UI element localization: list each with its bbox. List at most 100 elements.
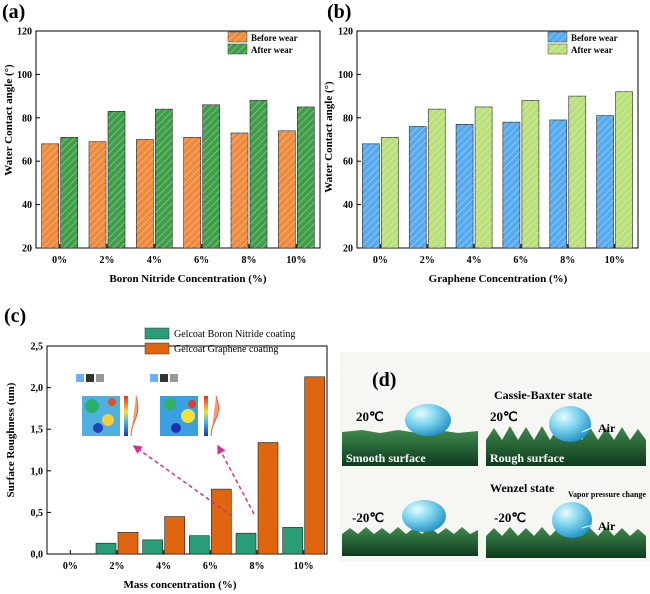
bar-hatch bbox=[549, 119, 567, 248]
x-tick-label: 6% bbox=[513, 255, 528, 266]
afm-3d-icon bbox=[96, 374, 104, 382]
y-tick-label: 0,5 bbox=[31, 508, 44, 519]
chart-panel-a: (a) 20 40 60 80 100 120 0% 2% 4% 6% 8% 10% Water Co… bbox=[2, 1, 321, 285]
afm-inset-boron-nitride bbox=[76, 374, 139, 437]
water-droplet-icon bbox=[549, 406, 591, 442]
x-axis-title-b: Graphene Concentration (%) bbox=[429, 273, 568, 285]
chart-panel-c: (c) 0,0 0,5 1,0 1,5 2,0 2,5 0% 2% 4% 6% 8% 10% Surf… bbox=[4, 305, 328, 591]
state-title-cassie: Cassie-Baxter state bbox=[494, 388, 593, 402]
bar-hatch bbox=[108, 111, 125, 248]
x-axis-title-a: Boron Nitride Concentration (%) bbox=[109, 273, 266, 285]
bar-hatch bbox=[231, 132, 248, 248]
bar-hatch bbox=[89, 141, 106, 248]
afm-3d-icon bbox=[160, 374, 168, 382]
rough-surface bbox=[486, 527, 646, 558]
x-tick-label: 6% bbox=[203, 561, 218, 572]
bar-gelcoat-graphene-coating-4pct bbox=[164, 516, 185, 555]
plot-frame bbox=[46, 345, 328, 555]
legend-label-after-a: After wear bbox=[251, 45, 293, 55]
air-label-bottom: Air bbox=[598, 519, 616, 533]
bar-hatch bbox=[409, 126, 427, 248]
air-label-top: Air bbox=[598, 421, 616, 435]
bar-gelcoat-boron-nitride-coating-8pct bbox=[235, 532, 257, 555]
x-tick-label: 4% bbox=[156, 561, 171, 572]
afm-inset-graphene bbox=[150, 374, 220, 437]
bar-hatch bbox=[250, 100, 267, 248]
bar-gelcoat-boron-nitride-coating-6pct bbox=[189, 535, 210, 555]
bar-hatch bbox=[202, 104, 220, 248]
legend-label-bn-c: Gelcoat Boron Nitride coating bbox=[174, 329, 295, 340]
legend-swatch-bn-c bbox=[144, 327, 170, 340]
x-tick-label: 2% bbox=[420, 255, 435, 266]
y-tick-label: 20 bbox=[343, 244, 353, 255]
y-axis-title-c: Surface Roughness (um) bbox=[5, 382, 17, 497]
arrow-to-graphene-inset bbox=[217, 444, 255, 515]
y-tick-label: 100 bbox=[338, 70, 353, 81]
bar-hatch bbox=[502, 122, 520, 248]
panel-letter-d: (d) bbox=[372, 369, 396, 391]
y-axis-title-b: Water Contact angle (°) bbox=[323, 81, 335, 193]
y-tick-label: 60 bbox=[22, 157, 32, 168]
y-tick-label: 1,5 bbox=[31, 425, 44, 436]
chart-panel-b: (b) 20 40 60 80 100 120 0% 2% 4% 6% 8% 10% Water Co… bbox=[323, 1, 639, 285]
y-tick-label: 40 bbox=[343, 200, 353, 211]
y-tick-label: 120 bbox=[338, 27, 353, 38]
bar-hatch bbox=[362, 143, 380, 248]
legend-b: Before wear After wear bbox=[547, 31, 618, 55]
y-tick-label: 80 bbox=[343, 113, 353, 124]
x-tick-label: 0% bbox=[63, 561, 78, 572]
air-pointer bbox=[581, 523, 597, 529]
legend-a: Before wear After wear bbox=[227, 31, 298, 55]
y-tick-label: 60 bbox=[343, 157, 353, 168]
air-pointer bbox=[581, 425, 597, 433]
arrow-to-bn-inset bbox=[132, 445, 233, 517]
bar-gelcoat-boron-nitride-coating-2pct bbox=[95, 542, 117, 555]
bar-hatch bbox=[297, 106, 315, 248]
temp-label-top-left: 20℃ bbox=[356, 409, 384, 424]
legend-swatch-gr-c bbox=[144, 342, 170, 355]
legend-label-after-b: After wear bbox=[571, 45, 613, 55]
plot-frame bbox=[356, 30, 639, 249]
x-tick-label: 10% bbox=[286, 255, 306, 266]
surface-label-rough: Rough surface bbox=[490, 451, 565, 465]
bar-gelcoat-graphene-coating-8pct bbox=[257, 442, 279, 555]
temp-label-bottom-right: -20℃ bbox=[494, 510, 526, 525]
rough-surface bbox=[342, 527, 478, 556]
y-tick-label: 2,5 bbox=[31, 342, 44, 353]
x-tick-label: 0% bbox=[373, 255, 388, 266]
x-tick-label: 2% bbox=[100, 255, 115, 266]
bar-gelcoat-graphene-coating-6pct bbox=[211, 488, 232, 555]
y-axis-title-a: Water Contact angle (°) bbox=[3, 64, 15, 176]
bar-hatch bbox=[41, 143, 59, 248]
x-axis-title-c: Mass concentration (%) bbox=[123, 579, 236, 591]
y-tick-label: 20 bbox=[22, 244, 32, 255]
legend-label-before-b: Before wear bbox=[571, 33, 618, 43]
x-tick-label: 8% bbox=[242, 255, 257, 266]
bar-hatch bbox=[615, 91, 633, 248]
bar-hatch bbox=[183, 137, 201, 248]
bar-hatch bbox=[521, 100, 539, 248]
bar-hatch bbox=[136, 139, 154, 248]
bar-gelcoat-boron-nitride-coating-4pct bbox=[142, 539, 163, 555]
y-tick-label: 120 bbox=[17, 27, 32, 38]
y-tick-label: 0,0 bbox=[31, 550, 44, 561]
afm-3d-icon bbox=[76, 374, 84, 382]
x-tick-label: 8% bbox=[560, 255, 575, 266]
vapor-note: Vapor pressure change bbox=[568, 490, 646, 499]
bar-hatch bbox=[475, 106, 493, 248]
smooth-surface bbox=[342, 430, 478, 466]
panel-letter-b: (b) bbox=[327, 1, 351, 23]
bar-hatch bbox=[568, 96, 586, 248]
water-droplet-icon bbox=[552, 502, 592, 538]
bar-hatch bbox=[278, 130, 296, 248]
bar-gelcoat-boron-nitride-coating-10pct bbox=[282, 527, 303, 555]
rough-surface bbox=[486, 426, 646, 466]
afm-colorbar bbox=[124, 396, 128, 436]
x-tick-label: 0% bbox=[52, 255, 67, 266]
temp-label-bottom-left: -20℃ bbox=[352, 510, 384, 525]
afm-3d-icon bbox=[86, 374, 94, 382]
bar-hatch bbox=[596, 115, 614, 248]
panel-letter-a: (a) bbox=[2, 1, 25, 23]
plot-frame bbox=[35, 30, 321, 249]
